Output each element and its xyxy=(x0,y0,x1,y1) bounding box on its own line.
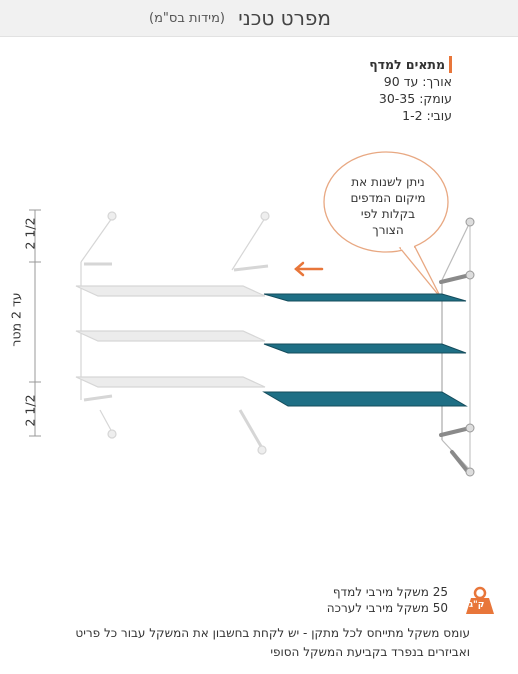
page-title: מפרט טכני xyxy=(238,6,331,30)
weight-icon-label: ק"ג xyxy=(469,600,485,610)
page-subtitle: (מידות בס"מ) xyxy=(149,11,225,26)
speech-bubble xyxy=(323,151,449,299)
shelf-set xyxy=(262,217,475,477)
weight-set-line: 50 משקל מירבי לערכה xyxy=(326,601,448,615)
bubble-text: ניתן לשנות את מיקום המדפים בקלות לפי הצו… xyxy=(350,175,426,237)
dimension-middle-label: עד 2 מטר xyxy=(8,288,24,351)
spec-length: אורך: עד 90 xyxy=(383,74,452,89)
dimension-line xyxy=(29,209,41,437)
dimension-top-label: 2 1/2 xyxy=(22,217,38,250)
header-bar xyxy=(0,0,518,37)
dimension-bottom-label: 2 1/2 xyxy=(22,394,38,427)
ghost-shelf-set xyxy=(75,211,270,455)
weight-note: עומס משקל מתייחס לכל מתקן - יש לקחת בחשב… xyxy=(75,626,470,659)
weight-icon xyxy=(466,586,494,614)
move-left-arrow xyxy=(294,261,324,277)
spec-depth: עומק: 30-35 xyxy=(378,91,452,106)
spec-thickness: עובי: 1-2 xyxy=(402,108,452,123)
weight-shelf-line: 25 משקל מירבי למדף xyxy=(332,585,448,599)
specs-block: מתאים למדף אורך: עד 90 עומק: 30-35 עובי:… xyxy=(369,56,452,124)
specs-heading: מתאים למדף xyxy=(369,56,452,73)
